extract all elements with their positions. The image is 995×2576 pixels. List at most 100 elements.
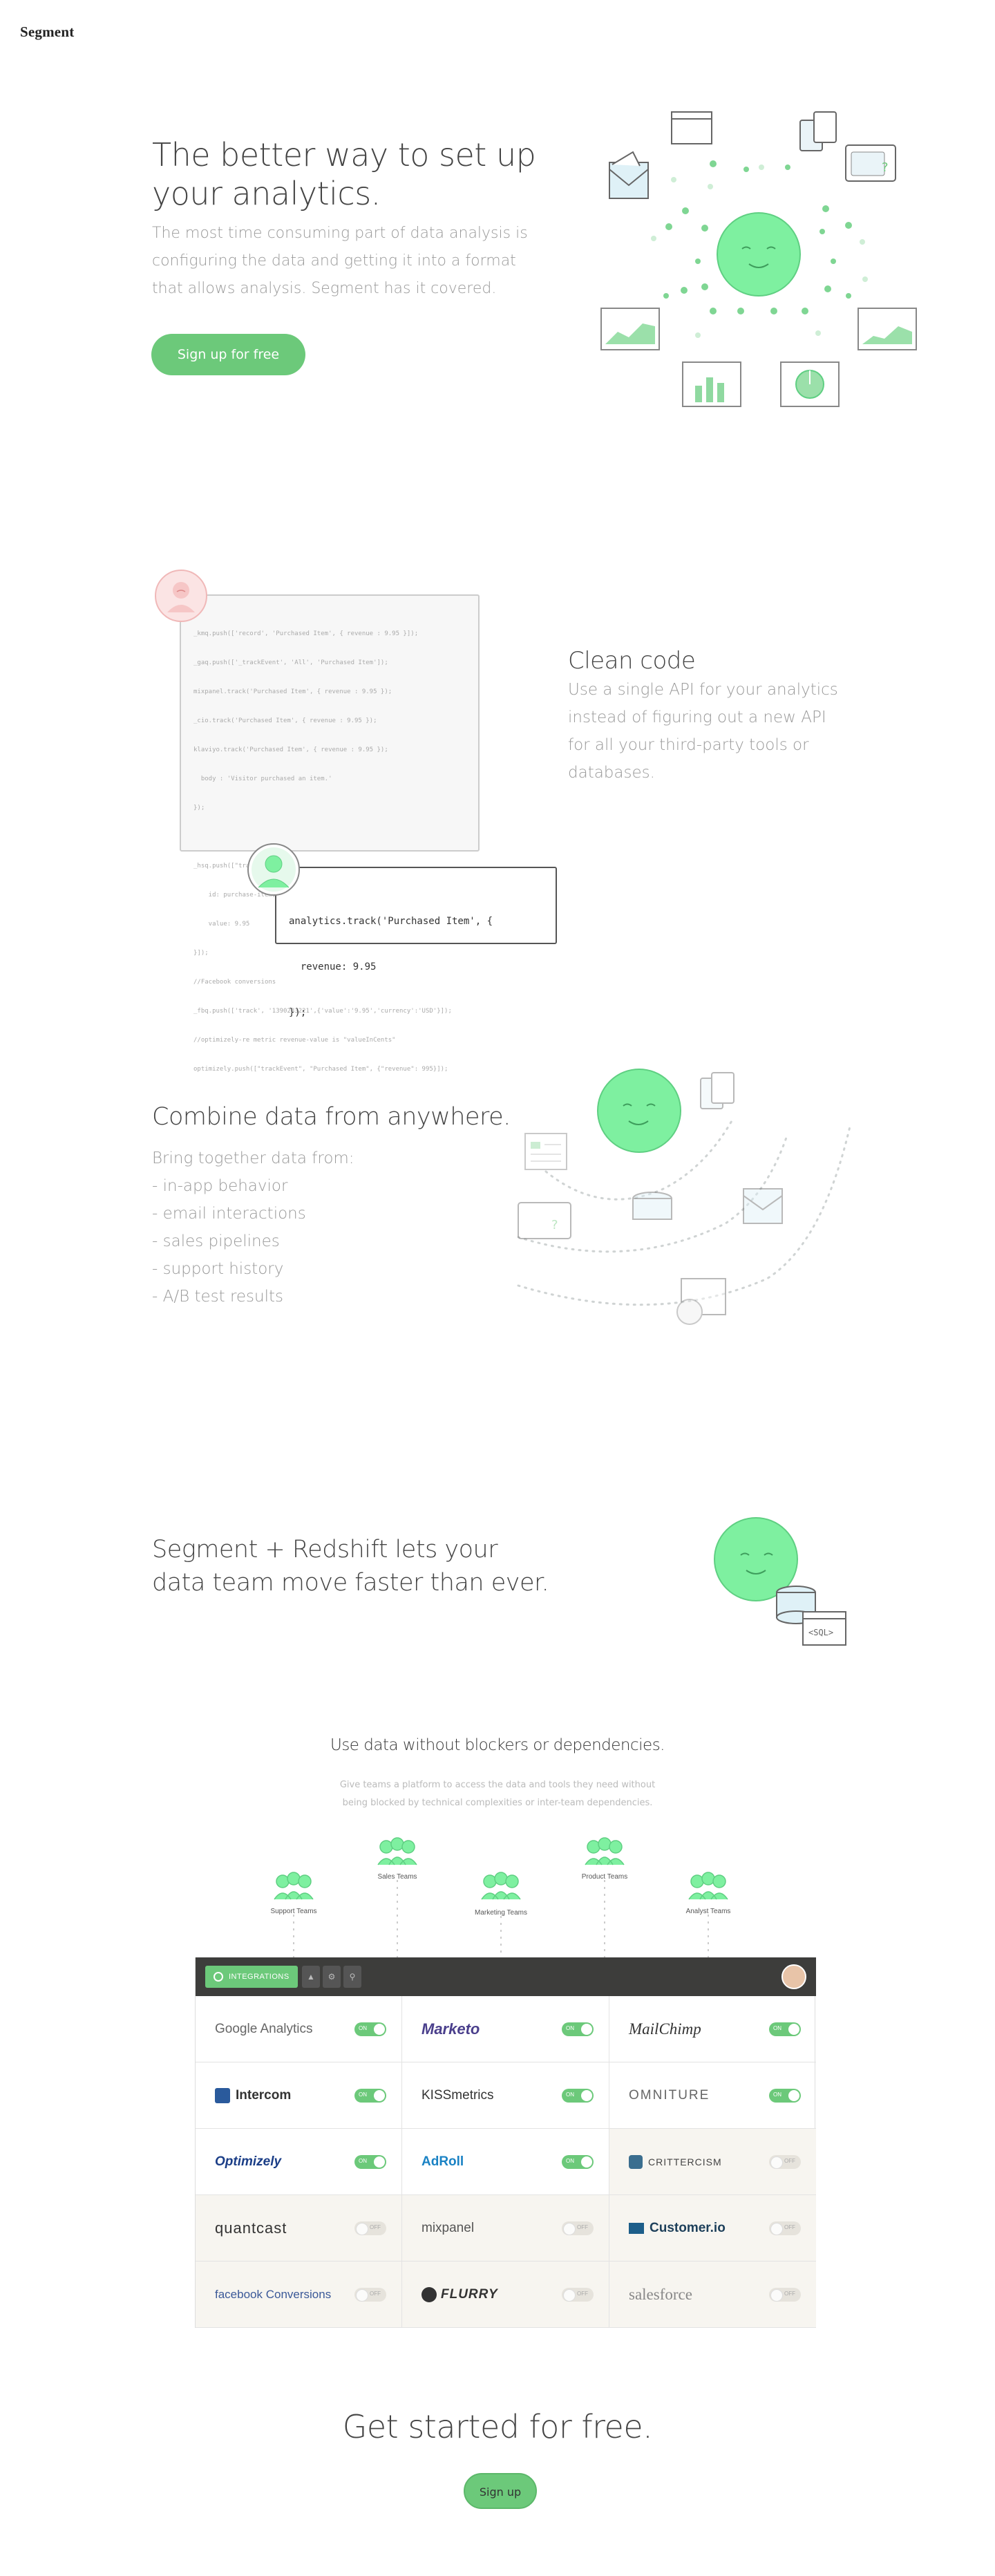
sql-label: <SQL> xyxy=(808,1628,834,1637)
toggle-switch[interactable]: ON xyxy=(354,2155,386,2169)
warning-icon[interactable]: ▲ xyxy=(302,1966,320,1988)
toggle-switch[interactable]: OFF xyxy=(769,2288,801,2302)
team-label-sales: Sales Teams xyxy=(377,1873,417,1881)
toggle-switch[interactable]: OFF xyxy=(354,2288,386,2302)
integrations-panel: INTEGRATIONS ▲ ⚙ ⚲ Google Analytics ON M… xyxy=(195,1957,816,2328)
toggle-switch[interactable]: ON xyxy=(562,2022,594,2036)
integrations-tab[interactable]: INTEGRATIONS xyxy=(205,1966,298,1988)
avatar[interactable] xyxy=(781,1964,806,1989)
integration-name: Intercom xyxy=(236,2087,292,2103)
integration-name: Google Analytics xyxy=(215,2021,313,2036)
clean-code-desc-line: Use a single API for your analytics xyxy=(568,681,838,699)
integration-adroll[interactable]: AdRoll ON xyxy=(402,2129,609,2195)
toggle-switch[interactable]: ON xyxy=(562,2155,594,2169)
svg-text:?: ? xyxy=(882,160,889,175)
integration-facebook-conversions[interactable]: facebook Conversions OFF xyxy=(196,2262,402,2328)
hero-title-line: The better way to set up xyxy=(152,136,536,173)
integration-crittercism[interactable]: CRITTERCISM OFF xyxy=(609,2129,816,2195)
pin-icon[interactable]: ⚲ xyxy=(343,1966,361,1988)
hero-desc-line: that allows analysis. Segment has it cov… xyxy=(152,280,497,297)
hero-desc-line: The most time consuming part of data ana… xyxy=(152,225,528,242)
redshift-title-line: data team move faster than ever. xyxy=(152,1569,549,1597)
integration-mixpanel[interactable]: mixpanel OFF xyxy=(402,2195,609,2262)
signup-button[interactable]: Sign up xyxy=(464,2473,537,2509)
toggle-label: ON xyxy=(566,2025,574,2031)
integration-optimizely[interactable]: Optimizely ON xyxy=(196,2129,402,2195)
code-line xyxy=(193,832,466,842)
teams-desc-line: being blocked by technical complexities … xyxy=(342,1798,653,1808)
integration-name: mixpanel xyxy=(421,2220,475,2235)
teams-description: Give teams a platform to access the data… xyxy=(0,1776,995,1812)
intercom-icon xyxy=(215,2087,230,2103)
hero-title: The better way to set up your analytics. xyxy=(152,135,567,213)
customerio-icon xyxy=(629,2222,644,2234)
toggle-switch[interactable]: OFF xyxy=(354,2221,386,2235)
flurry-icon xyxy=(421,2286,437,2302)
integrations-tab-label: INTEGRATIONS xyxy=(229,1973,290,1981)
combine-title: Combine data from anywhere. xyxy=(152,1103,511,1131)
hero-title-line: your analytics. xyxy=(152,175,381,212)
toggle-switch[interactable]: OFF xyxy=(562,2288,594,2302)
integration-salesforce[interactable]: salesforce OFF xyxy=(609,2262,816,2328)
happy-face-icon xyxy=(247,843,300,896)
toggle-switch[interactable]: OFF xyxy=(562,2221,594,2235)
redshift-title: Segment + Redshift lets your data team m… xyxy=(152,1533,567,1599)
teams-title: Use data without blockers or dependencie… xyxy=(330,1736,665,1754)
toggle-switch[interactable]: OFF xyxy=(769,2155,801,2169)
toggle-label: OFF xyxy=(784,2158,795,2164)
integration-customerio[interactable]: Customer.io OFF xyxy=(609,2195,816,2262)
logo[interactable]: Segment xyxy=(20,23,75,40)
toggle-switch[interactable]: ON xyxy=(769,2089,801,2103)
team-label-product: Product Teams xyxy=(581,1873,628,1881)
integration-marketo[interactable]: Marketo ON xyxy=(402,1996,609,2062)
integrations-icon xyxy=(214,1972,223,1982)
svg-text:?: ? xyxy=(551,1218,558,1232)
integration-name: KISSmetrics xyxy=(421,2087,494,2103)
toggle-switch[interactable]: ON xyxy=(354,2022,386,2036)
list-item: - in-app behavior xyxy=(152,1177,288,1195)
code-line: }); xyxy=(193,805,205,811)
clean-code-desc-line: for all your third-party tools or xyxy=(568,736,809,754)
integration-intercom[interactable]: Intercom ON xyxy=(196,2062,402,2129)
crittercism-icon xyxy=(629,2154,643,2169)
integration-mailchimp[interactable]: MailChimp ON xyxy=(609,1996,816,2062)
toggle-switch[interactable]: ON xyxy=(562,2089,594,2103)
team-label-analyst: Analyst Teams xyxy=(685,1908,731,1915)
messy-code: _kmq.push(['record', 'Purchased Item', {… xyxy=(193,610,466,1093)
integration-name: CRITTERCISM xyxy=(648,2156,722,2168)
clean-code-desc-line: databases. xyxy=(568,764,655,782)
toggle-switch[interactable]: OFF xyxy=(769,2221,801,2235)
hero-desc-line: configuring the data and getting it into… xyxy=(152,252,516,270)
code-line: _fbq.push(['track', '1390283221',{'value… xyxy=(193,1008,452,1015)
gear-icon[interactable]: ⚙ xyxy=(323,1966,341,1988)
hero-illustration: ? xyxy=(600,111,917,407)
integration-name: Customer.io xyxy=(650,2220,726,2235)
hero-description: The most time consuming part of data ana… xyxy=(152,220,580,303)
integration-quantcast[interactable]: quantcast OFF xyxy=(196,2195,402,2262)
integration-flurry[interactable]: FLURRY OFF xyxy=(402,2262,609,2328)
integration-name: Optimizely xyxy=(215,2154,282,2169)
code-line: id: purchase-item, xyxy=(193,892,276,899)
sad-face-icon xyxy=(155,570,207,622)
toggle-label: ON xyxy=(773,2025,781,2031)
toggle-label: OFF xyxy=(370,2291,381,2297)
toggle-label: OFF xyxy=(784,2291,795,2297)
get-started-title: Get started for free. xyxy=(342,2408,653,2445)
signup-for-free-button[interactable]: Sign up for free xyxy=(151,334,305,375)
list-item: - A/B test results xyxy=(152,1288,283,1306)
toggle-label: ON xyxy=(566,2091,574,2098)
integration-google-analytics[interactable]: Google Analytics ON xyxy=(196,1996,402,2062)
code-line: _gaq.push(['_trackEvent', 'All', 'Purcha… xyxy=(193,659,388,666)
integration-name: AdRoll xyxy=(421,2154,464,2169)
toggle-label: ON xyxy=(359,2158,367,2164)
list-item: - email interactions xyxy=(152,1205,306,1223)
clean-code-title: Clean code xyxy=(568,647,696,675)
toggle-switch[interactable]: ON xyxy=(354,2089,386,2103)
integration-kissmetrics[interactable]: KISSmetrics ON xyxy=(402,2062,609,2129)
integration-omniture[interactable]: OMNITURE ON xyxy=(609,2062,816,2129)
integration-name: quantcast xyxy=(215,2219,287,2237)
code-line: mixpanel.track('Purchased Item', { reven… xyxy=(193,688,392,695)
teams-illustration xyxy=(274,1837,728,1957)
toggle-switch[interactable]: ON xyxy=(769,2022,801,2036)
list-item: - sales pipelines xyxy=(152,1232,280,1250)
